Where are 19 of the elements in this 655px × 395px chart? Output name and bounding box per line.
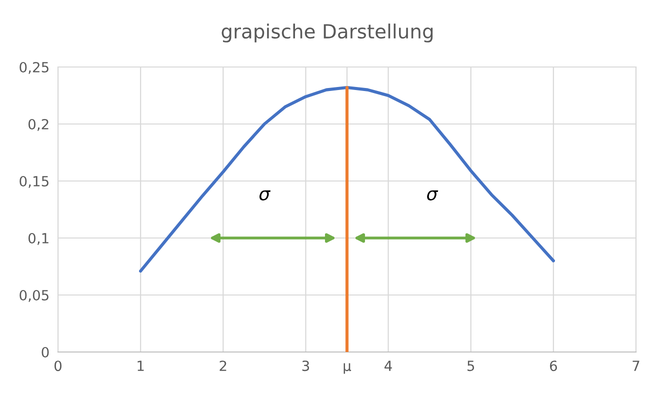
y-tick-label: 0,2 [28,118,48,131]
x-tick-label: 2 [220,360,226,371]
x-tick-label: 6 [550,360,557,372]
y-tick-label: 0,15 [20,176,48,188]
y-tick-label: 0,05 [20,290,48,302]
line-series [139,86,555,273]
x-tick-label: μ [344,363,352,374]
annotation: σ [259,190,271,200]
x-tick-label: 4 [384,360,392,371]
y-tick-label: 0 [42,346,49,358]
y-tick-label: 0,1 [28,232,48,245]
x-tick-label: 5 [468,360,474,372]
x-tick-label: 1 [138,360,144,371]
x-tick-label: 7 [632,360,640,371]
annotation: σ [427,190,438,200]
x-tick-label: 0 [54,360,62,372]
x-tick-label: 3 [302,360,310,372]
chart-title: grapische Darstellung [222,24,433,42]
y-tick-label: 0,25 [20,62,48,74]
